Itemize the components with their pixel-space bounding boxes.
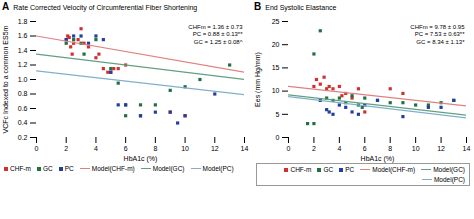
svg-text:6: 6 — [124, 145, 128, 152]
svg-text:4: 4 — [337, 145, 341, 152]
html-text:B End Systolic Elastance: B End Systolic Elastance — [254, 1, 337, 12]
svg-text:14: 14 — [241, 145, 249, 152]
html-text:CHF-m: CHF-m — [290, 166, 312, 173]
html-text:PC: PC — [345, 166, 355, 173]
svg-text:1.8: 1.8 — [18, 18, 28, 25]
svg-text:0.6: 0.6 — [18, 105, 28, 112]
html-text:GC: GC — [43, 165, 53, 172]
html-text:Model(CHF-m): Model(CHF-m) — [91, 165, 135, 172]
svg-text:1.4: 1.4 — [18, 47, 28, 54]
svg-text:CHFm = 9.78 ± 0.95PC = 7.53 ±: CHFm = 9.78 ± 0.95PC = 7.53 ± 0.63**GC =… — [410, 24, 465, 45]
html-text:A Rate Corrected Velocity of C: A Rate Corrected Velocity of Circumferen… — [2, 1, 198, 12]
svg-text:1.0: 1.0 — [18, 76, 28, 83]
svg-text:0.4: 0.4 — [18, 119, 28, 126]
html-text:CHF-m: CHF-m — [10, 165, 31, 172]
svg-text:1.6: 1.6 — [18, 32, 28, 39]
svg-text:10: 10 — [272, 87, 280, 94]
svg-text:2: 2 — [64, 145, 68, 152]
svg-text:5: 5 — [276, 111, 280, 118]
svg-text:0: 0 — [287, 145, 291, 152]
html-text:Model(GC): Model(GC) — [433, 166, 465, 173]
svg-text:4: 4 — [94, 145, 98, 152]
html-text:GC: GC — [323, 166, 334, 173]
svg-text:0.2: 0.2 — [18, 134, 28, 141]
svg-text:10: 10 — [412, 145, 420, 152]
svg-text:14: 14 — [463, 145, 471, 152]
svg-text:12: 12 — [211, 145, 219, 152]
svg-text:HbA1c (%): HbA1c (%) — [124, 155, 158, 163]
html-text:Model(GC): Model(GC) — [152, 165, 185, 172]
svg-text:8: 8 — [153, 145, 157, 152]
svg-text:1.2: 1.2 — [18, 61, 28, 68]
html-text:Model(PC): Model(PC) — [433, 176, 465, 183]
svg-text:0.8: 0.8 — [18, 90, 28, 97]
svg-text:15: 15 — [272, 64, 280, 71]
svg-text:CHFm = 1.36 ± 0.73PC = 0.88 ±: CHFm = 1.36 ± 0.73PC = 0.88 ± 0.13**GC =… — [188, 24, 243, 45]
svg-text:8: 8 — [388, 145, 392, 152]
svg-text:Ees (mm Hg/mm): Ees (mm Hg/mm) — [254, 52, 262, 107]
svg-text:VCFc Indexed to a common ES5m: VCFc Indexed to a common ES5m — [2, 25, 9, 133]
svg-text:0: 0 — [276, 134, 280, 141]
html-text:PC: PC — [64, 165, 74, 172]
svg-text:12: 12 — [437, 145, 445, 152]
svg-text:6: 6 — [363, 145, 367, 152]
svg-text:HbA1c (%): HbA1c (%) — [361, 155, 395, 163]
svg-text:25: 25 — [272, 18, 280, 25]
html-text:Model(PC): Model(PC) — [202, 165, 234, 172]
svg-text:20: 20 — [272, 41, 280, 48]
svg-text:10: 10 — [181, 145, 189, 152]
html-text:Model(CHF-m): Model(CHF-m) — [372, 166, 416, 173]
svg-text:0: 0 — [35, 145, 39, 152]
svg-text:2: 2 — [312, 145, 316, 152]
